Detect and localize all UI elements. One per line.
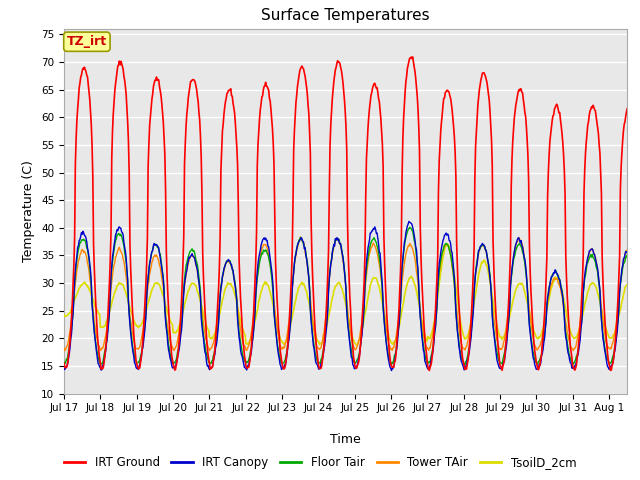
X-axis label: Time: Time [330, 433, 361, 446]
Y-axis label: Temperature (C): Temperature (C) [22, 160, 35, 262]
Text: TZ_irt: TZ_irt [67, 35, 107, 48]
Title: Surface Temperatures: Surface Temperatures [261, 9, 430, 24]
Legend: IRT Ground, IRT Canopy, Floor Tair, Tower TAir, TsoilD_2cm: IRT Ground, IRT Canopy, Floor Tair, Towe… [59, 452, 581, 474]
